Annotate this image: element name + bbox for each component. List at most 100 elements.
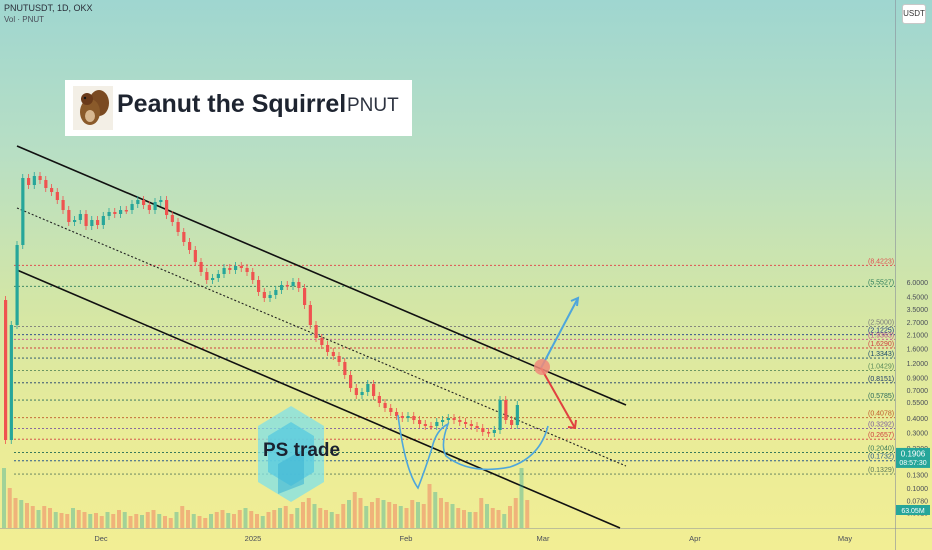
price-axis-tick: 2.1000: [907, 333, 929, 340]
candle: [136, 200, 140, 204]
candle: [492, 430, 496, 433]
price-level-label: (1.0429): [868, 363, 894, 370]
price-level-label: (8.4223): [868, 258, 894, 265]
candle: [73, 220, 77, 222]
candle: [113, 212, 117, 214]
candle: [487, 432, 491, 434]
price-axis-tick: 0.5500: [907, 400, 929, 407]
candle: [406, 416, 410, 418]
time-axis-tick: Feb: [400, 534, 413, 543]
candle: [61, 200, 65, 210]
volume-bar: [490, 508, 495, 528]
candle: [55, 192, 59, 200]
volume-bar: [404, 508, 409, 528]
candle: [44, 180, 48, 188]
volume-bar: [444, 502, 449, 528]
candle: [211, 278, 215, 280]
volume-bar: [479, 498, 484, 528]
candle: [504, 400, 508, 420]
volume-bar: [519, 468, 524, 528]
candle: [349, 375, 353, 388]
volume-bar: [36, 510, 41, 528]
logo-title: Peanut the Squirrel: [117, 90, 347, 118]
ps-trade-watermark: PS trade: [263, 440, 341, 461]
price-level-label: (1.6290): [868, 341, 894, 348]
volume-bar: [88, 514, 93, 528]
price-axis-tick: 6.0000: [907, 280, 929, 287]
volume-bar: [352, 492, 357, 528]
candle: [27, 178, 31, 185]
candle: [274, 290, 278, 295]
candle: [165, 200, 169, 215]
candle: [464, 422, 468, 424]
volume-bar: [329, 512, 334, 528]
candle: [475, 426, 479, 428]
candle: [245, 268, 249, 272]
volume-bar: [220, 510, 225, 528]
volume-bar: [427, 484, 432, 528]
candle: [337, 356, 341, 362]
price-axis-tick: 1.2000: [907, 361, 929, 368]
price-level-label: (0.5785): [868, 393, 894, 400]
candle: [441, 420, 445, 422]
candle: [354, 388, 358, 395]
candle: [130, 204, 134, 210]
candle: [314, 325, 318, 338]
candle: [228, 268, 232, 270]
volume-bar: [19, 500, 24, 528]
volume-bar: [467, 512, 472, 528]
volume-bar: [2, 468, 6, 528]
candle: [170, 215, 174, 222]
squirrel-icon: [73, 86, 113, 130]
price-level-label: (0.4078): [868, 411, 894, 418]
volume-bar: [209, 514, 213, 528]
candle: [343, 362, 347, 375]
volume-bar: [163, 516, 167, 528]
volume-bar: [410, 500, 415, 528]
volume-bar: [398, 506, 403, 528]
candle: [291, 282, 295, 286]
price-level-label: (2.5000): [868, 319, 894, 326]
candle: [182, 232, 186, 242]
candle: [429, 426, 433, 428]
volume-bar: [387, 502, 392, 528]
volume-bar: [13, 498, 18, 528]
candle: [366, 384, 370, 392]
price-level-label: (1.3343): [868, 351, 894, 358]
volume-bar: [456, 508, 461, 528]
candle: [297, 282, 301, 288]
time-axis-tick: Apr: [689, 534, 701, 543]
volume-bar: [283, 506, 288, 528]
candle: [452, 418, 456, 420]
candle: [239, 266, 243, 268]
price-axis-tick: 0.7000: [907, 388, 929, 395]
price-axis-tick: 0.1000: [907, 486, 929, 493]
candle: [257, 280, 261, 292]
volume-bar: [65, 514, 70, 528]
candle: [331, 352, 335, 356]
price-axis-tick: 0.3000: [907, 431, 929, 438]
volume-bar: [272, 510, 277, 528]
candle: [268, 295, 272, 298]
projection-up-arrow: [540, 297, 579, 369]
volume-bar: [76, 510, 81, 528]
price-axis-tick: 1.6000: [907, 346, 929, 353]
volume-bar: [128, 516, 133, 528]
candle: [418, 420, 422, 424]
volume-bar: [180, 506, 185, 528]
candle: [412, 416, 416, 420]
volume-bar: [203, 518, 208, 528]
candle: [193, 250, 197, 262]
volume-bar: [266, 512, 271, 528]
candle: [458, 420, 462, 422]
candle: [320, 338, 324, 345]
volume-bar: [260, 516, 265, 528]
price-level-label: (0.2040): [868, 446, 894, 453]
candle: [21, 178, 25, 245]
volume-bar: [53, 512, 58, 528]
candle: [234, 266, 238, 270]
candle: [107, 212, 111, 216]
channel-upper-line: [16, 145, 627, 406]
currency-button[interactable]: USDT: [902, 4, 926, 24]
